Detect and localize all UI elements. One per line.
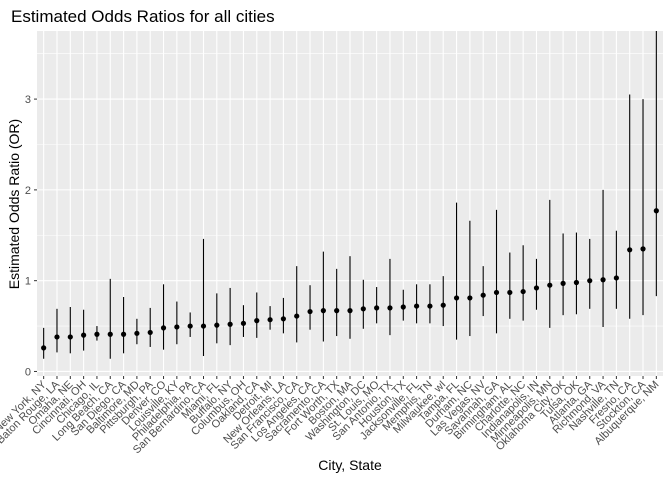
y-axis-title: Estimated Odds Ratio (OR) bbox=[6, 119, 22, 289]
or-point bbox=[453, 295, 460, 301]
y-tick-label: 0 bbox=[25, 366, 31, 378]
or-point bbox=[187, 323, 193, 329]
or-point bbox=[613, 275, 619, 281]
or-point bbox=[560, 280, 566, 286]
or-point bbox=[627, 247, 633, 253]
or-point bbox=[533, 285, 540, 291]
or-point bbox=[200, 323, 207, 329]
or-point bbox=[493, 289, 500, 296]
or-point bbox=[94, 331, 100, 337]
or-point bbox=[547, 282, 553, 288]
or-point bbox=[41, 345, 47, 351]
y-tick-label: 2 bbox=[25, 185, 31, 197]
or-point bbox=[54, 334, 60, 340]
or-point bbox=[214, 322, 220, 328]
or-point bbox=[134, 330, 140, 336]
or-point bbox=[387, 305, 393, 311]
or-point bbox=[147, 329, 153, 336]
data-marks bbox=[41, 31, 659, 359]
or-point bbox=[334, 308, 340, 314]
chart-title: Estimated Odds Ratios for all cities bbox=[11, 7, 275, 26]
or-point bbox=[427, 303, 433, 309]
or-point bbox=[320, 308, 326, 314]
or-point bbox=[280, 316, 287, 322]
or-point bbox=[160, 325, 167, 331]
or-point bbox=[174, 324, 180, 330]
or-point bbox=[520, 288, 526, 295]
or-point bbox=[467, 295, 473, 301]
or-point bbox=[67, 334, 73, 340]
or-point bbox=[294, 313, 300, 319]
or-point bbox=[120, 331, 127, 337]
or-point bbox=[227, 321, 233, 327]
y-tick-label: 1 bbox=[25, 276, 31, 288]
or-point bbox=[240, 320, 247, 326]
or-point bbox=[480, 292, 486, 298]
or-point bbox=[107, 331, 113, 337]
y-tick-label: 3 bbox=[25, 94, 31, 106]
y-axis-ticks: 0 1 2 3 bbox=[25, 94, 37, 378]
or-point bbox=[507, 289, 513, 296]
or-point bbox=[400, 304, 406, 310]
or-point bbox=[587, 278, 593, 284]
or-point bbox=[573, 279, 580, 286]
or-point bbox=[267, 317, 273, 323]
or-point bbox=[81, 332, 87, 338]
or-point bbox=[254, 318, 260, 324]
or-point bbox=[347, 308, 353, 314]
or-point bbox=[600, 277, 606, 283]
x-axis-title: City, State bbox=[318, 457, 382, 473]
or-point bbox=[653, 208, 659, 214]
or-point bbox=[307, 308, 313, 315]
or-point bbox=[374, 305, 380, 311]
or-point bbox=[640, 246, 646, 252]
or-point bbox=[413, 303, 420, 309]
or-point bbox=[360, 306, 366, 312]
or-point bbox=[440, 302, 446, 308]
